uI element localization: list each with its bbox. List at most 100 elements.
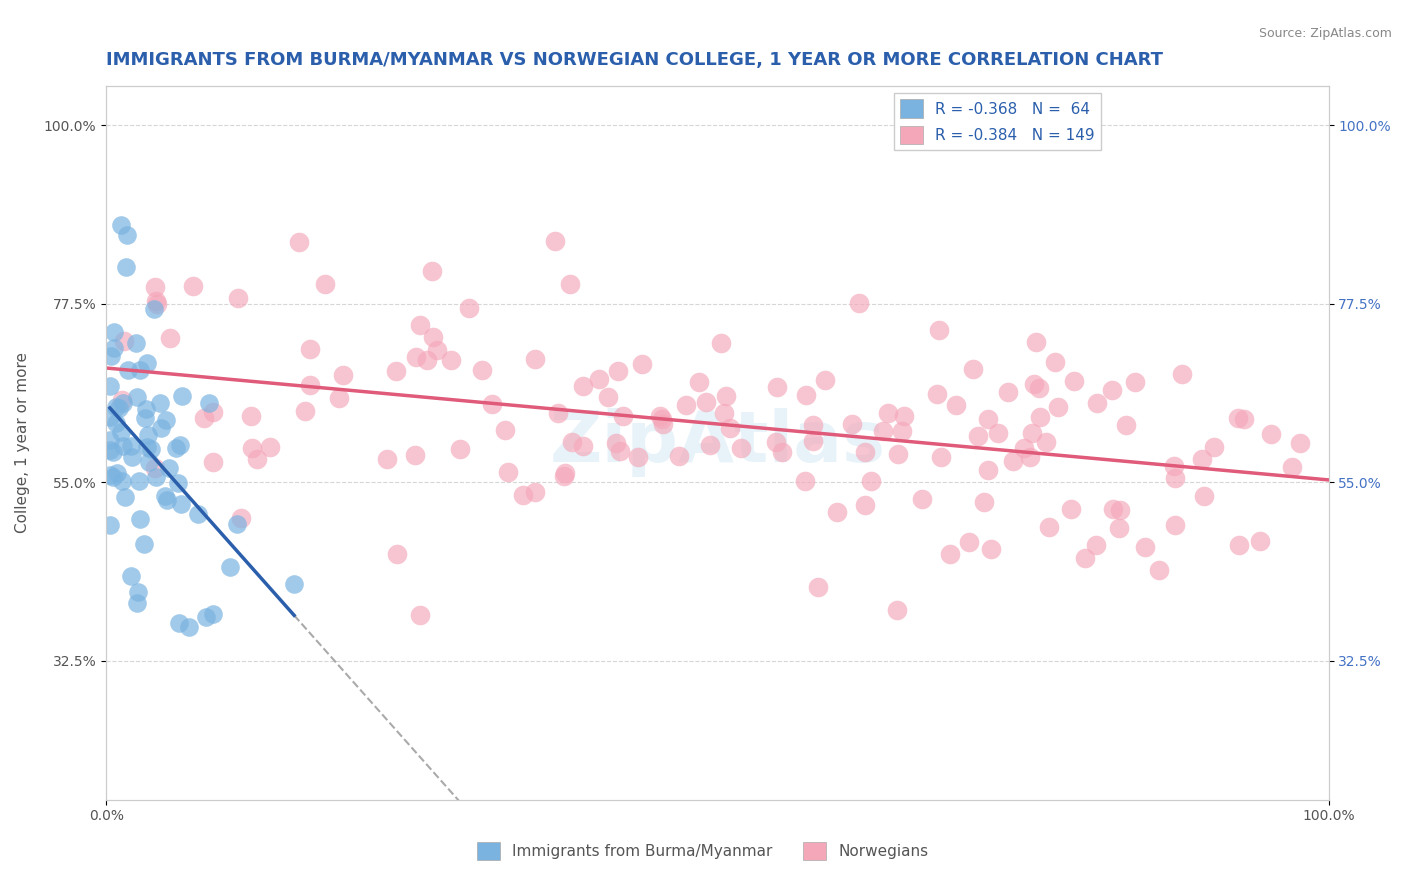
Point <box>156 492 179 507</box>
Point <box>127 585 149 599</box>
Point <box>554 466 576 480</box>
Point <box>853 444 876 458</box>
Point <box>404 448 426 462</box>
Point <box>1029 409 1052 424</box>
Point <box>1260 427 1282 442</box>
Point <box>481 397 503 411</box>
Point <box>1204 440 1226 454</box>
Point <box>134 411 156 425</box>
Point <box>967 429 990 443</box>
Point <box>440 353 463 368</box>
Point <box>891 424 914 438</box>
Point <box>1281 459 1303 474</box>
Point <box>193 411 215 425</box>
Point <box>240 409 263 423</box>
Point <box>1249 533 1271 548</box>
Point <box>609 444 631 458</box>
Point <box>1063 375 1085 389</box>
Point <box>101 470 124 484</box>
Point <box>612 409 634 424</box>
Point <box>893 409 915 423</box>
Point <box>294 404 316 418</box>
Point <box>104 416 127 430</box>
Point <box>125 390 148 404</box>
Point <box>524 351 547 366</box>
Point <box>141 442 163 456</box>
Point <box>1021 425 1043 440</box>
Legend: Immigrants from Burma/Myanmar, Norwegians: Immigrants from Burma/Myanmar, Norwegian… <box>471 836 935 866</box>
Point <box>1108 521 1130 535</box>
Point <box>100 467 122 482</box>
Point <box>125 335 148 350</box>
Point <box>1014 441 1036 455</box>
Point <box>911 491 934 506</box>
Point <box>730 441 752 455</box>
Point <box>814 373 837 387</box>
Point <box>384 364 406 378</box>
Point <box>149 421 172 435</box>
Point <box>98 442 121 457</box>
Point <box>1019 450 1042 464</box>
Point <box>135 356 157 370</box>
Point <box>544 234 567 248</box>
Point <box>512 488 534 502</box>
Point <box>1073 551 1095 566</box>
Point <box>801 434 824 448</box>
Point <box>114 490 136 504</box>
Point <box>1001 454 1024 468</box>
Point <box>1191 451 1213 466</box>
Point <box>1038 519 1060 533</box>
Point <box>1164 517 1187 532</box>
Point <box>218 559 240 574</box>
Point <box>202 405 225 419</box>
Point <box>179 620 201 634</box>
Point <box>1233 411 1256 425</box>
Point <box>111 395 134 409</box>
Point <box>605 435 627 450</box>
Point <box>143 301 166 316</box>
Point <box>471 363 494 377</box>
Point <box>328 392 350 406</box>
Point <box>801 417 824 432</box>
Point <box>688 376 710 390</box>
Point <box>129 363 152 377</box>
Point <box>415 352 437 367</box>
Point <box>283 577 305 591</box>
Point <box>145 293 167 308</box>
Point <box>332 368 354 383</box>
Point <box>120 439 142 453</box>
Point <box>105 466 128 480</box>
Point <box>136 440 159 454</box>
Point <box>298 342 321 356</box>
Point <box>1163 471 1185 485</box>
Point <box>135 402 157 417</box>
Point <box>202 607 225 622</box>
Point <box>765 435 787 450</box>
Point <box>128 511 150 525</box>
Point <box>128 474 150 488</box>
Text: Source: ZipAtlas.com: Source: ZipAtlas.com <box>1258 27 1392 40</box>
Point <box>100 350 122 364</box>
Point <box>627 450 650 464</box>
Point <box>980 542 1002 557</box>
Point <box>1227 411 1250 425</box>
Point <box>405 351 427 365</box>
Point <box>387 548 409 562</box>
Point <box>104 400 127 414</box>
Point <box>976 412 998 426</box>
Point <box>1227 538 1250 552</box>
Point <box>420 263 443 277</box>
Point <box>115 260 138 275</box>
Point <box>588 372 610 386</box>
Point <box>143 280 166 294</box>
Point <box>246 452 269 467</box>
Point <box>314 277 336 291</box>
Point <box>159 331 181 345</box>
Point <box>103 444 125 458</box>
Point <box>841 417 863 431</box>
Point <box>872 424 894 438</box>
Point <box>987 425 1010 440</box>
Point <box>138 428 160 442</box>
Point <box>560 277 582 292</box>
Point <box>287 235 309 249</box>
